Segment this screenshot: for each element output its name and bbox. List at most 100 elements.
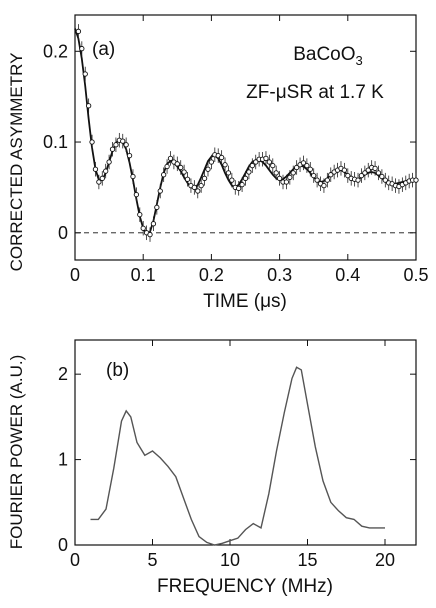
data-point — [311, 172, 317, 179]
compound-annotation: BaCoO3 — [293, 44, 363, 68]
data-point — [365, 167, 371, 173]
data-point — [382, 177, 388, 183]
data-point — [287, 174, 293, 181]
data-point — [157, 188, 163, 194]
data-point — [375, 170, 382, 176]
data-point — [184, 176, 191, 182]
data-point — [106, 159, 112, 165]
data-point — [355, 177, 361, 183]
data-point — [242, 175, 249, 181]
data-point — [150, 221, 157, 227]
data-point — [198, 182, 204, 189]
data-point — [109, 146, 116, 152]
data-point — [300, 160, 307, 166]
data-point — [304, 162, 310, 169]
panel-b-y-tick-label: 2 — [58, 364, 68, 384]
data-point — [324, 177, 330, 183]
data-point — [341, 167, 348, 173]
fit-curve — [74, 28, 417, 235]
data-point — [137, 211, 143, 218]
data-point — [283, 179, 290, 185]
panel-a-ylabel: CORRECTED ASYMMETRY — [7, 53, 26, 272]
data-point — [164, 163, 170, 170]
panel-a-fit-group — [74, 28, 417, 235]
panel-a-x-tick-label: 0.2 — [199, 265, 224, 285]
data-point — [208, 159, 215, 165]
condition-annotation: ZF-μSR at 1.7 K — [246, 82, 384, 103]
panel-b-x-tick-label: 15 — [297, 550, 317, 570]
panel-a-y-tick-label: 0 — [58, 223, 68, 243]
data-point — [307, 166, 313, 172]
data-point — [273, 170, 279, 176]
panel-a-ticks: 0 0.1 0.2 0.3 0.4 0.5 0 0.1 0.2 — [43, 15, 429, 285]
data-point — [92, 166, 99, 172]
data-point — [96, 179, 102, 185]
data-point — [178, 164, 184, 171]
panel-a-frame — [74, 14, 417, 261]
data-point — [293, 164, 300, 171]
data-point — [358, 172, 365, 179]
data-point — [167, 155, 174, 162]
data-point — [246, 169, 252, 175]
panel-b-y-tick-label: 0 — [58, 535, 68, 555]
data-point — [270, 162, 276, 169]
data-point — [85, 103, 92, 109]
data-point — [276, 175, 283, 181]
data-point — [314, 177, 320, 183]
data-point — [372, 165, 378, 172]
data-point — [154, 204, 160, 211]
data-point — [103, 168, 109, 174]
panel-b-x-tick-label: 10 — [220, 550, 240, 570]
panel-b-ticks: 0 5 10 15 20 0 1 2 — [58, 340, 416, 570]
data-point — [379, 173, 385, 180]
data-point — [328, 172, 334, 178]
panel-a-x-tick-label: 0.4 — [335, 265, 360, 285]
data-point — [82, 71, 88, 77]
panel-b-ylabel: FOURIER POWER (A.U.) — [7, 355, 26, 550]
panel-b-xlabel: FREQUENCY (MHz) — [157, 576, 333, 597]
data-point — [413, 177, 419, 183]
data-point — [195, 188, 201, 194]
data-point — [229, 177, 235, 183]
data-point — [99, 175, 105, 181]
panel-a-x-tick-label: 0.1 — [131, 265, 156, 285]
data-point — [236, 185, 242, 191]
panel-a-x-tick-label: 0.3 — [267, 265, 292, 285]
compound-subscript: 3 — [356, 53, 363, 68]
data-point — [191, 184, 198, 191]
data-point — [290, 170, 296, 176]
data-point — [161, 172, 167, 178]
data-point — [174, 161, 180, 167]
panel-a-x-tick-label: 0.5 — [403, 265, 428, 285]
data-point — [225, 170, 232, 176]
data-point — [130, 173, 136, 180]
panel-a-xlabel: TIME (μs) — [203, 291, 287, 312]
data-point — [321, 182, 327, 189]
panel-a-points-group — [75, 24, 419, 242]
data-point — [205, 166, 211, 172]
fourier-spectrum-line — [90, 366, 385, 546]
data-point — [222, 162, 228, 168]
panel-b: 0 5 10 15 20 0 1 2 (b) FOURIER POWER (A.U.) FRE… — [7, 339, 417, 597]
data-point — [147, 231, 153, 238]
data-point — [126, 152, 133, 159]
data-point — [263, 155, 269, 162]
data-point — [253, 159, 259, 165]
panel-b-x-tick-label: 20 — [375, 550, 395, 570]
panel-b-label: (b) — [106, 360, 129, 381]
data-point — [362, 170, 368, 176]
data-point — [79, 45, 85, 52]
panel-b-y-tick-label: 1 — [58, 450, 68, 470]
panel-a-y-tick-label: 0.1 — [43, 132, 68, 152]
compound-name: BaCoO — [293, 44, 355, 65]
data-point — [140, 225, 146, 231]
data-point — [218, 154, 225, 161]
data-point — [201, 175, 208, 181]
panel-b-x-tick-label: 0 — [70, 550, 80, 570]
data-point — [266, 159, 273, 165]
panel-a: 0 0.1 0.2 0.3 0.4 0.5 0 0.1 0.2 (a) BaCoO3 ZF-μS… — [7, 14, 429, 312]
data-point — [113, 142, 119, 148]
data-point — [89, 139, 95, 145]
data-point — [120, 138, 126, 144]
